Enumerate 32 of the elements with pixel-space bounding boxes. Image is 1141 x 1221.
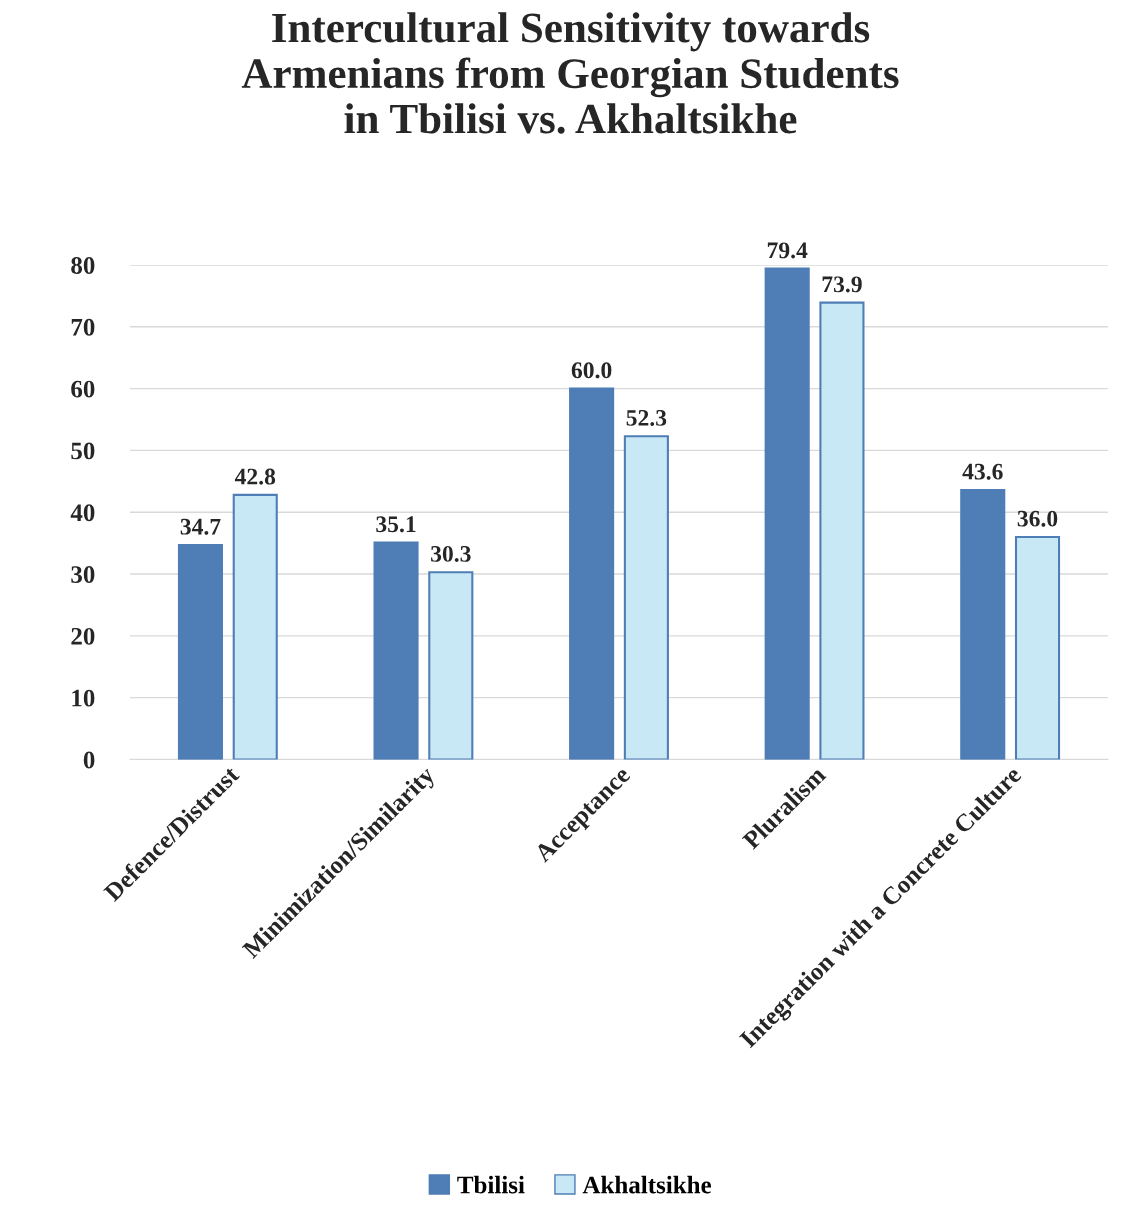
bar bbox=[1014, 535, 1061, 760]
data-label: 34.7 bbox=[180, 518, 221, 535]
data-label: 79.4 bbox=[767, 242, 808, 259]
bar bbox=[569, 387, 615, 760]
bar bbox=[428, 571, 474, 760]
y-tick-label: 50 bbox=[71, 442, 95, 460]
data-label: 60.0 bbox=[571, 362, 612, 379]
chart-title: Intercultural Sensitivity towards Armenians from Georgian Students in Tbilisi vs. Akhaltsikhe bbox=[241, 12, 899, 134]
bar bbox=[373, 541, 419, 760]
bar bbox=[177, 543, 224, 760]
legend-label: Tbilisi bbox=[457, 1175, 525, 1194]
data-label: 42.8 bbox=[234, 468, 276, 485]
y-tick-label: 0 bbox=[83, 751, 95, 769]
data-label: 30.3 bbox=[431, 545, 471, 562]
bar bbox=[960, 488, 1006, 760]
data-label: 43.6 bbox=[962, 463, 1003, 480]
y-tick-label: 60 bbox=[71, 380, 95, 398]
bar bbox=[623, 435, 669, 760]
bar bbox=[232, 493, 278, 760]
y-tick-label: 30 bbox=[71, 566, 95, 583]
y-tick-label: 10 bbox=[72, 689, 95, 707]
y-tick-label: 80 bbox=[71, 257, 95, 274]
data-label: 35.1 bbox=[376, 516, 416, 533]
y-tick-label: 70 bbox=[71, 318, 95, 336]
bar bbox=[819, 301, 865, 760]
bar bbox=[764, 267, 810, 760]
y-tick-label: 40 bbox=[70, 504, 95, 522]
data-label: 52.3 bbox=[626, 409, 667, 426]
data-label: 73.9 bbox=[822, 276, 862, 293]
data-label: 36.0 bbox=[1017, 510, 1058, 527]
legend-label: Akhaltsikhe bbox=[582, 1175, 712, 1194]
y-tick-label: 20 bbox=[71, 627, 95, 645]
